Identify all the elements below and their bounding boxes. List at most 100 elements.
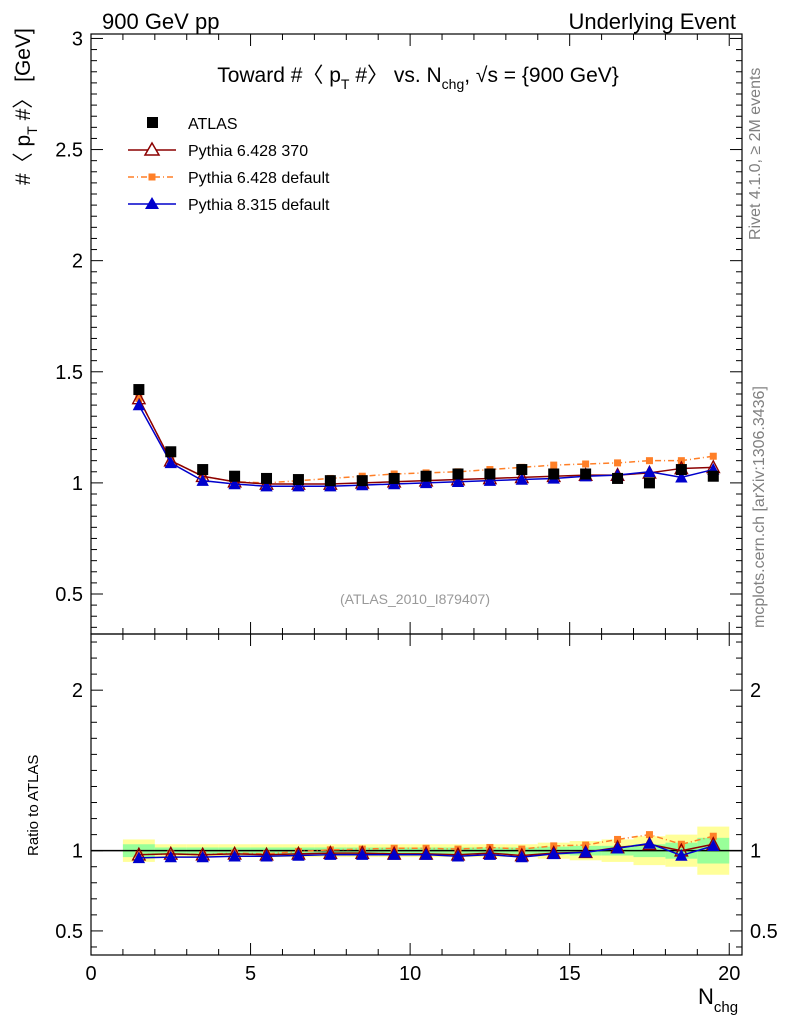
- main-atlas-point: [165, 446, 177, 458]
- ratio-pythia-6-428-default-point: [614, 835, 622, 843]
- ratio-y-tick-label-right: 0.5: [750, 921, 778, 943]
- main-pythia-6-428-default-point: [645, 457, 653, 465]
- main-pythia-6-428-default-point: [582, 460, 590, 468]
- legend-marker-atlas: [147, 117, 158, 128]
- analysis-watermark: (ATLAS_2010_I879407): [340, 591, 490, 607]
- main-atlas-point: [548, 468, 560, 480]
- y-tick-label: 1.5: [55, 362, 83, 384]
- source-label: mcplots.cern.ch [arXiv:1306.3436]: [751, 386, 768, 628]
- main-atlas-point: [356, 475, 368, 487]
- ratio-y-tick-label-left: 2: [72, 680, 83, 702]
- main-atlas-point: [388, 472, 400, 484]
- main-panel: 0.5 1 1.5 2 2.5 3: [55, 28, 743, 635]
- x-axis-label: Nchg: [698, 984, 738, 1016]
- ratio-pythia-8-315-default-point: [611, 841, 624, 854]
- main-pythia-8-315-default-point: [451, 475, 465, 487]
- rivet-version-label: Rivet 4.1.0, ≥ 2M events: [747, 68, 764, 240]
- main-atlas-point: [484, 468, 496, 480]
- main-pythia-6-428-default-point: [709, 452, 717, 460]
- x-tick-label: 5: [245, 963, 256, 985]
- legend: ATLAS Pythia 6.428 370 Pythia 6.428 defa…: [128, 116, 330, 214]
- y-axis-label: #〈 pT #〉 [GeV]: [12, 28, 40, 185]
- y-tick-label: 3: [72, 28, 83, 50]
- ratio-panel: 0 5 10 15 20 0.5 0.5 1 1 2 2: [55, 622, 778, 985]
- main-atlas-point: [292, 474, 304, 486]
- ratio-y-tick-label-right: 2: [750, 680, 761, 702]
- main-pythia-8-315-default-point: [292, 479, 305, 492]
- main-atlas-point: [197, 464, 209, 476]
- main-atlas-point: [420, 470, 432, 482]
- ratio-pythia-6-428-default-point: [645, 831, 653, 839]
- main-pythia-8-315-default-point: [196, 474, 209, 486]
- y-tick-label: 2: [72, 251, 83, 273]
- main-atlas-point: [261, 472, 273, 484]
- ratio-y-tick-label-left: 0.5: [55, 921, 83, 943]
- legend-marker-pythia6-370: [143, 141, 161, 156]
- ratio-frame: [90, 633, 743, 956]
- main-atlas-point: [643, 477, 655, 489]
- ratio-pythia-8-315-default-point: [643, 836, 656, 849]
- main-atlas-point: [229, 470, 241, 482]
- legend-label-pythia6-370: Pythia 6.428 370: [188, 143, 308, 160]
- ratio-pythia-8-315-default-point: [579, 845, 592, 858]
- ratio-pythia-6-428-default-point: [709, 832, 717, 840]
- header-left: 900 GeV pp: [102, 9, 219, 34]
- main-atlas-point: [324, 475, 336, 487]
- ratio-pythia-8-315-default-point: [292, 848, 305, 861]
- ratio-pythia-8-315-default-point: [451, 849, 465, 862]
- ratio-pythia-8-315-default-point: [132, 851, 146, 864]
- main-pythia-8-315-default-point: [675, 470, 688, 483]
- ratio-pythia-8-315-default-point: [260, 849, 273, 862]
- legend-entry-pythia6-default: Pythia 6.428 default: [128, 170, 330, 187]
- main-pythia-8-315-default-point: [515, 473, 528, 485]
- ratio-pythia-8-315-default-point: [164, 850, 177, 863]
- ratio-pythia-8-315-default-point: [387, 848, 401, 860]
- main-atlas-point: [516, 464, 528, 476]
- legend-label-pythia6-default: Pythia 6.428 default: [188, 170, 330, 187]
- main-atlas-point: [612, 472, 624, 484]
- main-pythia-8-315-default-point: [228, 477, 241, 490]
- main-pythia-6-428-default-point: [614, 459, 622, 467]
- y-tick-label: 2.5: [55, 140, 83, 162]
- x-tick-label: 0: [85, 963, 96, 985]
- ratio-pythia-8-315-default-point: [675, 848, 688, 861]
- chart-title: Toward #〈 pT #〉 vs. Nchg, √s = {900 GeV}: [217, 64, 619, 92]
- ratio-y-tick-label-right: 1: [750, 841, 761, 863]
- main-atlas-point: [133, 384, 145, 396]
- legend-label-atlas: ATLAS: [188, 116, 238, 133]
- main-atlas-point: [675, 464, 687, 476]
- ratio-pythia-8-315-default-point: [547, 847, 560, 860]
- y-tick-label: 1: [72, 473, 83, 495]
- legend-entry-pythia8: Pythia 8.315 default: [128, 197, 330, 214]
- main-pythia-8-315-default-point: [419, 476, 433, 489]
- main-pythia-8-315-default-point: [132, 398, 146, 411]
- main-atlas-point: [452, 468, 464, 480]
- legend-marker-pythia6-default: [148, 173, 156, 181]
- main-pythia-8-315-default-point: [643, 465, 656, 477]
- x-tick-label: 20: [718, 963, 740, 985]
- legend-entry-pythia6-370: Pythia 6.428 370: [128, 141, 308, 160]
- legend-marker-pythia8: [145, 197, 159, 209]
- y-tick-label: 0.5: [55, 584, 83, 606]
- x-tick-label: 10: [399, 963, 421, 985]
- ratio-pythia-8-315-default-point: [483, 848, 497, 860]
- ratio-pythia-8-315-default-point: [196, 850, 209, 863]
- main-pythia-8-315-default-point: [164, 456, 177, 469]
- header-right: Underlying Event: [568, 9, 736, 34]
- ratio-y-axis-label: Ratio to ATLAS: [25, 755, 42, 856]
- ratio-y-tick-label-left: 1: [72, 841, 83, 863]
- ratio-pythia-8-315-default-point: [324, 848, 337, 860]
- legend-entry-atlas: ATLAS: [147, 116, 238, 133]
- main-pythia-8-315-default-point: [260, 479, 273, 492]
- x-tick-label: 15: [559, 963, 581, 985]
- main-pythia-8-315-default-point: [483, 474, 497, 486]
- ratio-pythia-8-315-default-point: [707, 839, 720, 852]
- main-pythia-6-428-default-point: [550, 461, 558, 469]
- ratio-pythia-8-315-default-point: [515, 850, 528, 863]
- main-atlas-point: [580, 468, 592, 480]
- legend-label-pythia8: Pythia 8.315 default: [188, 197, 330, 214]
- ratio-pythia-8-315-default-point: [356, 848, 369, 860]
- main-atlas-point: [707, 470, 719, 482]
- ratio-pythia-8-315-default-point: [419, 848, 433, 860]
